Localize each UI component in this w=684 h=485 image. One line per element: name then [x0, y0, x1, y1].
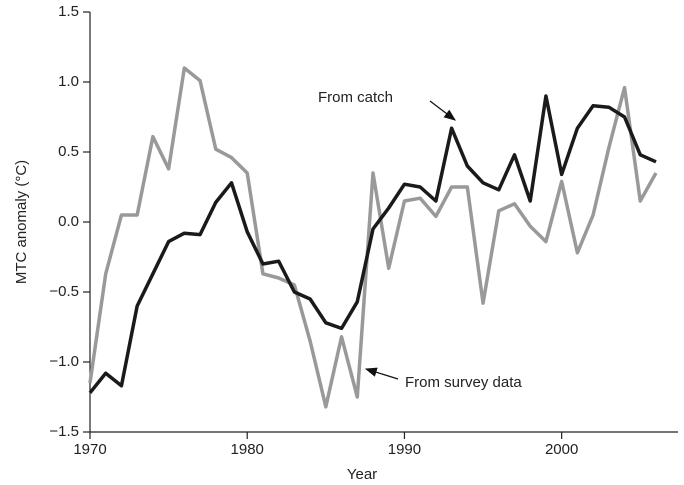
- x-tick-label: 1970: [73, 441, 106, 458]
- x-tick-label: 2000: [545, 441, 578, 458]
- y-tick-label: 0.5: [58, 143, 79, 160]
- data-line: [88, 66, 658, 409]
- y-tick-label: −0.5: [49, 283, 79, 300]
- y-tick-label: 1.5: [58, 3, 79, 20]
- y-tick-label: 0.0: [58, 213, 79, 230]
- y-axis-label: MTC anomaly (°C): [13, 160, 30, 284]
- annotation-arrow: [364, 367, 399, 380]
- annotation-arrow: [429, 100, 456, 121]
- annotation: From catch: [318, 89, 393, 106]
- x-axis-label: Year: [347, 466, 377, 483]
- y-tick-label: 1.0: [58, 73, 79, 90]
- annotation: From survey data: [405, 374, 522, 391]
- x-tick-label: 1990: [388, 441, 421, 458]
- x-tick-label: 1980: [231, 441, 264, 458]
- y-tick-label: −1.0: [49, 353, 79, 370]
- y-tick-label: −1.5: [49, 423, 79, 440]
- data-line: [88, 94, 657, 394]
